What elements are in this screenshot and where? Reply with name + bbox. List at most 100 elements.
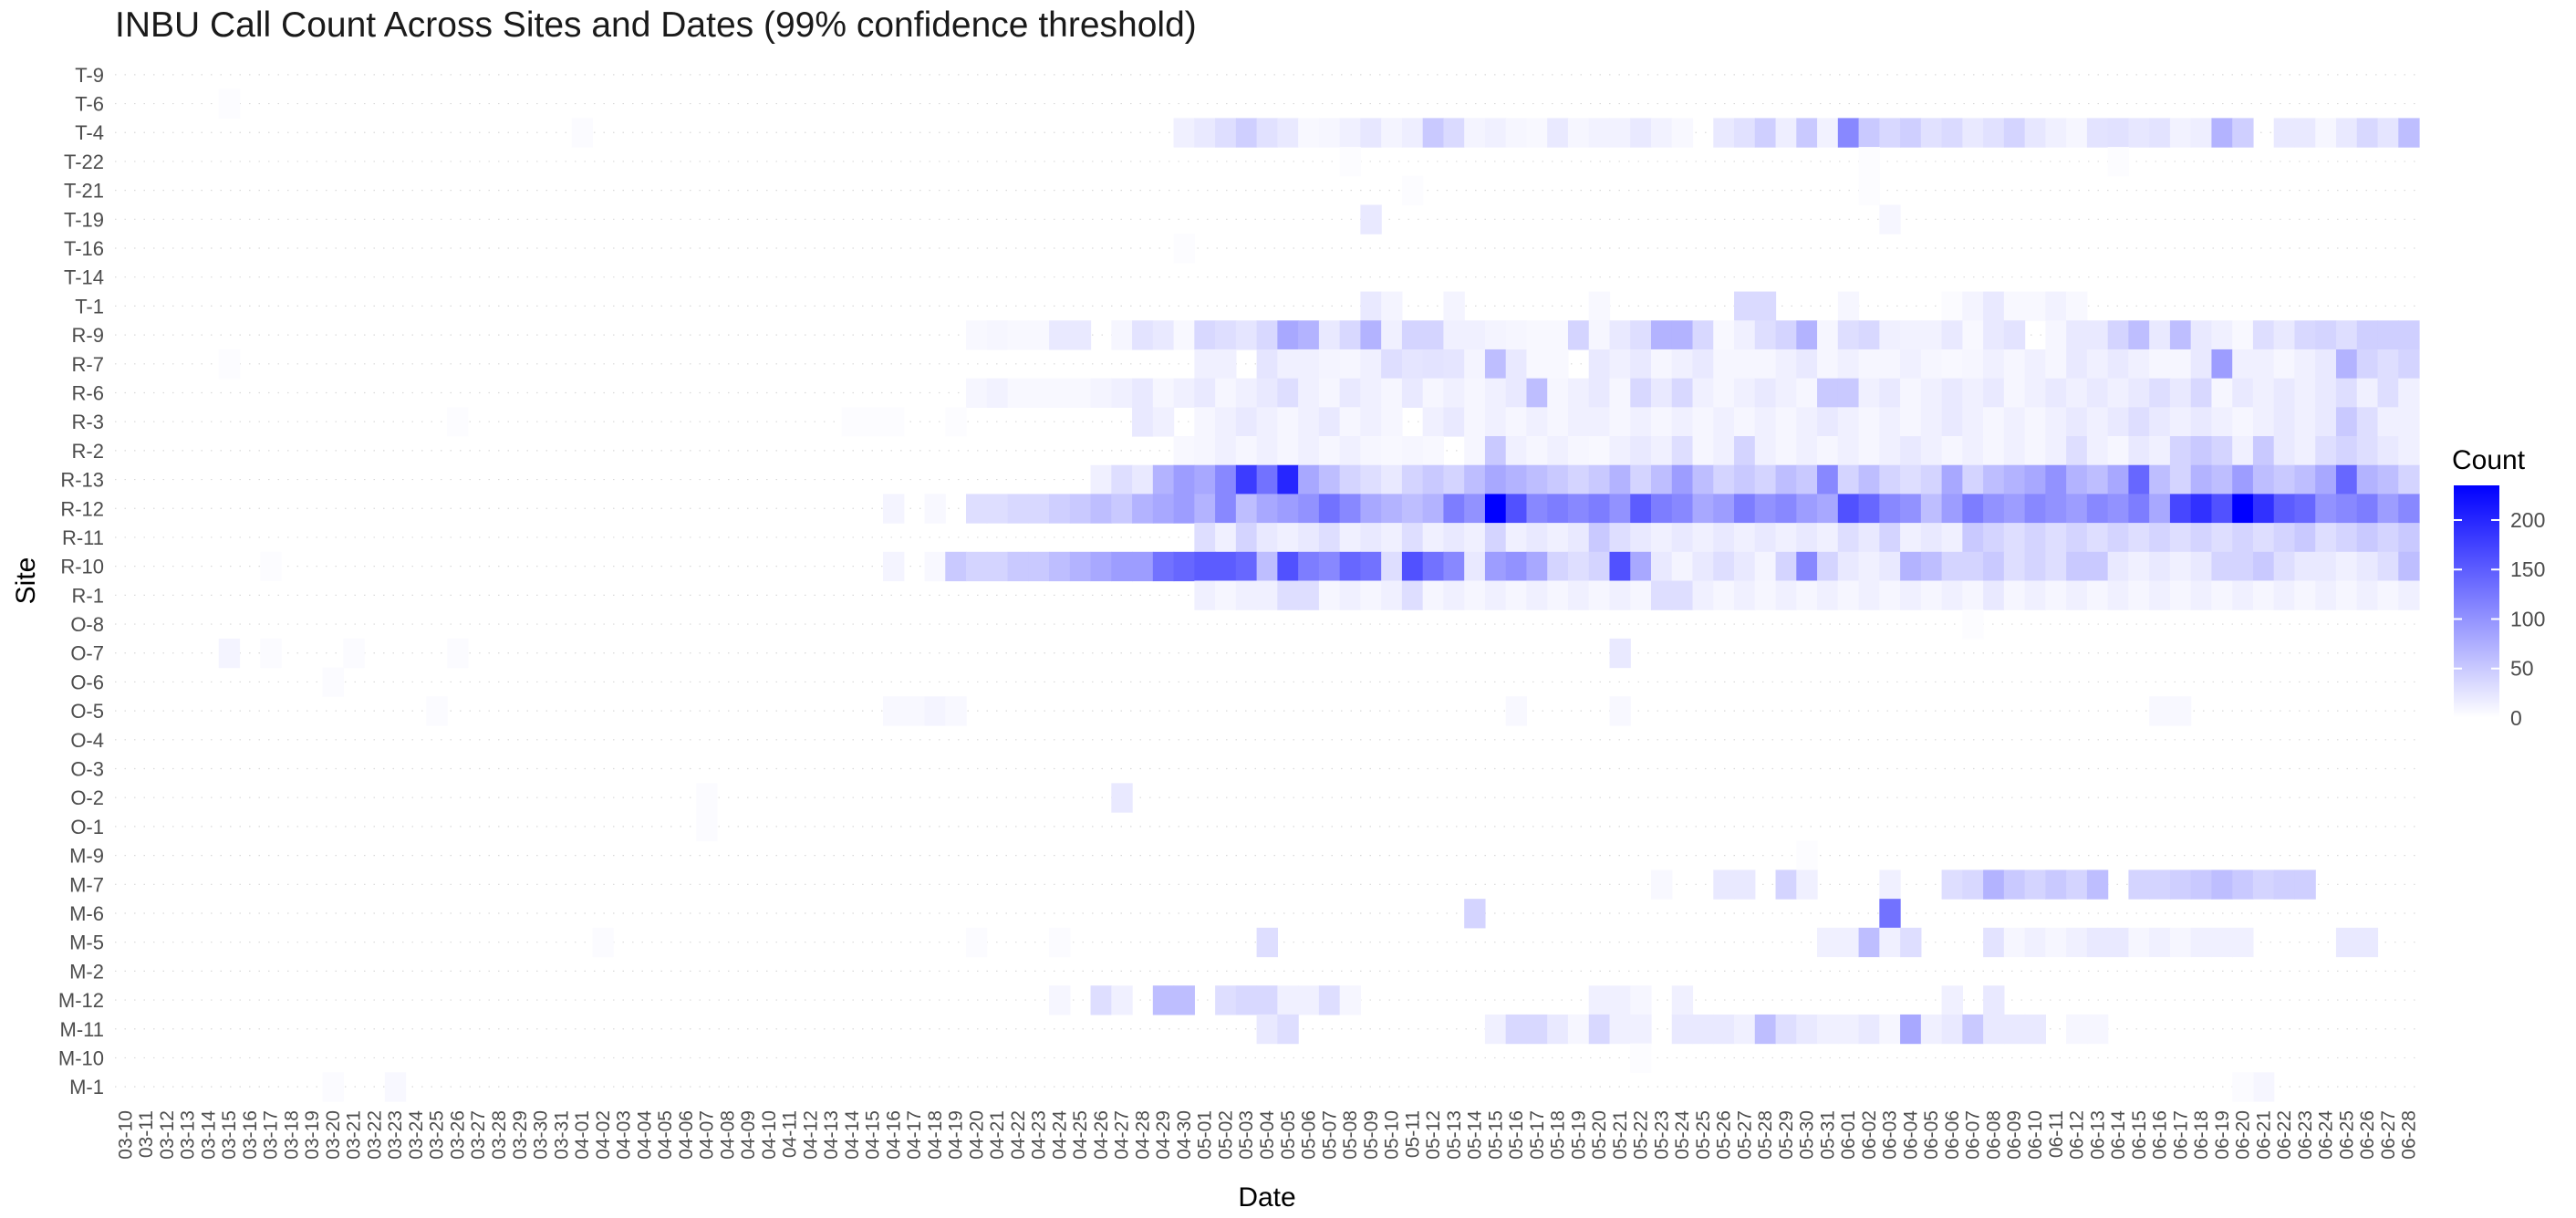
heatmap-cell [1256,118,1278,148]
heatmap-cell [447,407,469,437]
heatmap-cell [2128,523,2150,553]
heatmap-cell [2066,1014,2088,1045]
heatmap-cell [2128,580,2150,610]
heatmap-cell [1360,464,1382,495]
heatmap-cell [1630,378,1652,408]
heatmap-cell [2211,927,2233,958]
x-tick-label: 04-18 [925,1110,946,1160]
heatmap-cell [1464,407,1486,437]
heatmap-cell [2003,320,2026,350]
heatmap-cell [1941,436,1963,466]
heatmap-cell [1401,464,1424,495]
heatmap-cell [1671,378,1694,408]
heatmap-cell [2377,494,2399,524]
x-axis-ticks: 03-10 03-11 03-12 03-13 03-14 03-15 03-16 03-17… [115,1110,2419,1160]
heatmap-cell [1339,985,1362,1015]
heatmap-cell [1277,551,1299,582]
heatmap-cell [924,696,946,726]
heatmap-cell [1796,118,1818,148]
heatmap-cell [1920,118,1943,148]
y-tick-label: M-7 [69,873,104,896]
heatmap-cell [1401,378,1424,408]
heatmap-cell [1505,436,1528,466]
heatmap-cell [1484,436,1507,466]
heatmap-cell [1837,580,1860,610]
y-tick-label: T-9 [75,64,104,87]
x-tick-label: 06-03 [1880,1110,1901,1160]
heatmap-cell [1443,580,1465,610]
heatmap-cell [1360,494,1382,524]
x-tick-label: 04-07 [697,1110,718,1160]
heatmap-cell [2107,378,2130,408]
heatmap-cell [1111,494,1133,524]
heatmap-cell [1090,551,1112,582]
heatmap-cell [2066,551,2088,582]
heatmap-cell [1132,378,1154,408]
heatmap-cell [1049,551,1071,582]
heatmap-cell [2252,378,2275,408]
heatmap-cell [1069,378,1092,408]
heatmap-cell [1796,494,1818,524]
heatmap-cell [1339,118,1362,148]
heatmap-cell [426,696,448,726]
y-tick-label: O-6 [70,671,104,693]
heatmap-cell [1256,551,1278,582]
heatmap-cell [1983,378,2005,408]
heatmap-cell [1422,551,1445,582]
heatmap-cell [2128,494,2150,524]
heatmap-cell [1920,523,1943,553]
x-tick-label: 06-13 [2087,1110,2108,1160]
heatmap-cell [1609,378,1631,408]
heatmap-cell [2273,349,2296,380]
heatmap-cell [592,927,614,958]
heatmap-cell [1547,378,1569,408]
heatmap-cell [1858,580,1880,610]
heatmap-cell [1692,523,1714,553]
x-tick-label: 05-14 [1465,1110,1486,1160]
heatmap-cell [1817,349,1839,380]
heatmap-cell [218,638,241,669]
heatmap-cell [1505,494,1528,524]
heatmap-cell [1609,118,1631,148]
heatmap-cell [2045,869,2067,900]
heatmap-cell [1983,291,2005,321]
heatmap-cell [2335,494,2358,524]
heatmap-cell [1754,320,1777,350]
heatmap-cell [1567,580,1590,610]
heatmap-cell [2356,494,2379,524]
x-tick-label: 04-15 [863,1110,884,1160]
x-tick-label: 05-23 [1651,1110,1672,1160]
y-tick-label: R-9 [72,324,104,347]
heatmap-cell [2356,320,2379,350]
heatmap-cell [1962,407,1984,437]
x-tick-label: 03-22 [364,1110,385,1160]
heatmap-cell [696,812,718,842]
heatmap-cell [2273,378,2296,408]
heatmap-cell [1567,436,1590,466]
heatmap-cell [2252,407,2275,437]
heatmap-cell [1734,407,1756,437]
heatmap-cell [2294,494,2316,524]
y-tick-label: T-19 [64,208,104,231]
x-tick-label: 05-29 [1776,1110,1797,1160]
heatmap-cell [2356,349,2379,380]
heatmap-cell [1775,1014,1797,1045]
heatmap-cell [1630,985,1652,1015]
heatmap-cell [1339,580,1362,610]
heatmap-cell [1962,494,1984,524]
x-tick-label: 06-10 [2025,1110,2046,1160]
heatmap-cell [2045,464,2067,495]
heatmap-cell [1339,349,1362,380]
heatmap-cell [1651,551,1673,582]
heatmap-cell [1505,349,1528,380]
heatmap-cell [1588,1014,1611,1045]
heatmap-cell [1215,436,1237,466]
heatmap-cell [1298,464,1320,495]
heatmap-cell [1339,147,1362,177]
heatmap-cell [2190,378,2213,408]
heatmap-cell [1713,464,1735,495]
x-tick-label: 03-13 [178,1110,199,1160]
heatmap-cell [1401,436,1424,466]
heatmap-cell [1900,523,1922,553]
